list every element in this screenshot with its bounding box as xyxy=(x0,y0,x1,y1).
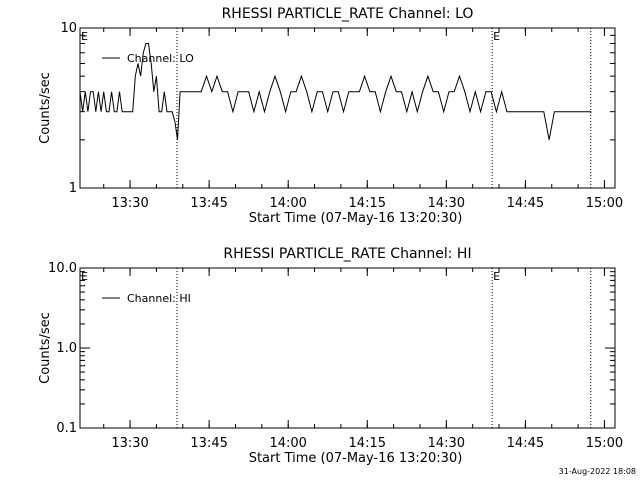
event-marker-label: E xyxy=(81,270,88,283)
x-tick-label: 14:45 xyxy=(507,436,544,451)
y-axis-label: Counts/sec xyxy=(38,72,53,144)
x-tick-label: 14:15 xyxy=(349,196,386,211)
y-tick-label: 1 xyxy=(69,181,77,196)
event-marker-label: E xyxy=(493,270,500,283)
y-tick-label: 10 xyxy=(60,21,77,36)
legend-label: Channel: HI xyxy=(127,292,191,305)
y-tick-label: 0.1 xyxy=(56,421,77,436)
x-tick-label: 15:00 xyxy=(586,196,623,211)
x-tick-label: 13:45 xyxy=(190,196,227,211)
y-tick-label: 10.0 xyxy=(48,261,77,276)
x-tick-label: 14:00 xyxy=(269,436,306,451)
y-axis-label: Counts/sec xyxy=(38,312,53,384)
x-tick-label: 13:30 xyxy=(111,436,148,451)
plot-frame xyxy=(79,27,616,189)
lo-channel-panel: RHESSI PARTICLE_RATE Channel: LO 1 10 Count… xyxy=(38,6,623,226)
x-tick-label: 13:45 xyxy=(190,436,227,451)
x-tick-label: 14:45 xyxy=(507,196,544,211)
legend-label: Channel: LO xyxy=(127,52,194,65)
chart-title: RHESSI PARTICLE_RATE Channel: HI xyxy=(223,246,471,262)
x-tick-label: 14:30 xyxy=(428,196,465,211)
x-tick-label: 15:00 xyxy=(586,436,623,451)
x-tick-label: 14:30 xyxy=(428,436,465,451)
hi-channel-panel: RHESSI PARTICLE_RATE Channel: HI 0.1 1.0 10… xyxy=(38,246,623,466)
y-tick-label: 1.0 xyxy=(56,341,77,356)
event-marker-label: E xyxy=(81,30,88,43)
x-tick-label: 14:15 xyxy=(349,436,386,451)
x-tick-label: 14:00 xyxy=(269,196,306,211)
x-axis-label: Start Time (07-May-16 13:20:30) xyxy=(249,211,463,226)
x-tick-label: 13:30 xyxy=(111,196,148,211)
x-axis-label: Start Time (07-May-16 13:20:30) xyxy=(249,451,463,466)
footer-timestamp: 31-Aug-2022 18:08 xyxy=(559,467,636,476)
chart-title: RHESSI PARTICLE_RATE Channel: LO xyxy=(222,6,474,22)
event-marker-label: E xyxy=(493,30,500,43)
series-line-channel-lo xyxy=(79,43,592,140)
